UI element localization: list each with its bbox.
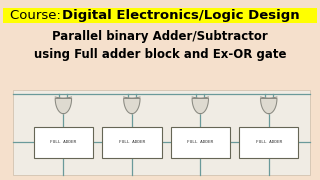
Text: FULL ADDER: FULL ADDER [256, 140, 282, 145]
Text: FULL ADDER: FULL ADDER [50, 140, 76, 145]
Polygon shape [192, 98, 208, 114]
Text: using Full adder block and Ex-OR gate: using Full adder block and Ex-OR gate [34, 48, 286, 61]
Text: Digital Electronics/Logic Design: Digital Electronics/Logic Design [62, 9, 300, 22]
Polygon shape [55, 98, 72, 114]
Text: FULL ADDER: FULL ADDER [119, 140, 145, 145]
Bar [239, 127, 299, 158]
Polygon shape [260, 98, 277, 114]
Polygon shape [124, 98, 140, 114]
Bar [171, 127, 230, 158]
Text: FULL ADDER: FULL ADDER [187, 140, 213, 145]
Text: Parallel binary Adder/Subtractor: Parallel binary Adder/Subtractor [52, 30, 268, 43]
Text: Course:: Course: [10, 9, 65, 22]
Bar [3, 8, 317, 22]
Bar [13, 90, 310, 175]
Bar [34, 127, 93, 158]
Bar [102, 127, 162, 158]
